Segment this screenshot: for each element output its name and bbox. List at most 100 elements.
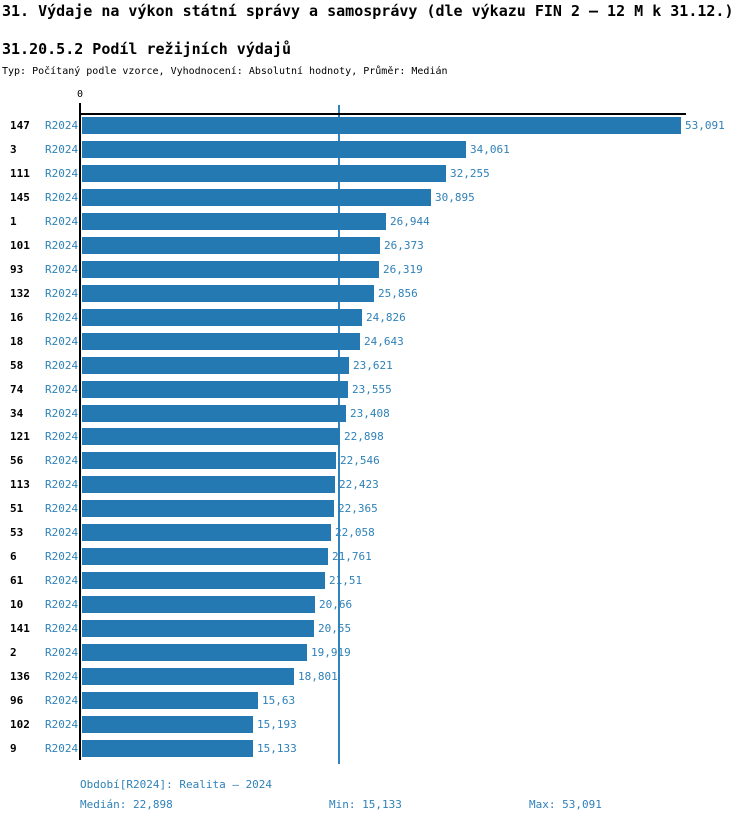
row-id-label: 18 [10, 335, 24, 348]
bar-row-58: 58 R2024 23,621 [0, 357, 750, 374]
bar-row-3: 3 R2024 34,061 [0, 141, 750, 158]
value-bar [82, 333, 360, 350]
value-bar [82, 381, 348, 398]
indicator-meta-line: Typ: Počítaný podle vzorce, Vyhodnocení:… [2, 66, 448, 77]
bar-row-132: 132 R2024 25,856 [0, 285, 750, 302]
row-period-label: R2024 [45, 383, 79, 396]
value-bar [82, 189, 431, 206]
row-id-label: 132 [10, 287, 30, 300]
row-period-label: R2024 [45, 359, 79, 372]
value-bar [82, 452, 336, 469]
bar-row-121: 121 R2024 22,898 [0, 428, 750, 445]
row-period-label: R2024 [45, 502, 79, 515]
row-id-label: 61 [10, 574, 24, 587]
row-period-label: R2024 [45, 407, 79, 420]
value-bar [82, 716, 253, 733]
row-id-label: 111 [10, 167, 30, 180]
y-axis-line [79, 103, 81, 760]
value-bar [82, 476, 335, 493]
bar-value-label: 15,193 [257, 718, 297, 731]
x-axis-zero-tick-label: 0 [76, 89, 84, 100]
row-id-label: 34 [10, 407, 24, 420]
bar-value-label: 53,091 [685, 119, 725, 132]
row-id-label: 10 [10, 598, 24, 611]
row-id-label: 16 [10, 311, 24, 324]
row-id-label: 93 [10, 263, 24, 276]
row-id-label: 56 [10, 454, 24, 467]
row-period-label: R2024 [45, 598, 79, 611]
row-id-label: 102 [10, 718, 30, 731]
bar-value-label: 22,365 [338, 502, 378, 515]
value-bar [82, 261, 379, 278]
bar-row-10: 10 R2024 20,66 [0, 596, 750, 613]
bar-row-61: 61 R2024 21,51 [0, 572, 750, 589]
row-period-label: R2024 [45, 526, 79, 539]
row-id-label: 1 [10, 215, 17, 228]
row-id-label: 74 [10, 383, 24, 396]
value-bar [82, 524, 331, 541]
bar-value-label: 21,761 [332, 550, 372, 563]
footer-median-label: Medián: 22,898 [80, 798, 173, 811]
bar-value-label: 22,546 [340, 454, 380, 467]
bar-value-label: 20,66 [319, 598, 353, 611]
row-id-label: 101 [10, 239, 30, 252]
bar-row-74: 74 R2024 23,555 [0, 381, 750, 398]
bar-value-label: 34,061 [470, 143, 510, 156]
row-period-label: R2024 [45, 311, 79, 324]
row-period-label: R2024 [45, 430, 79, 443]
row-period-label: R2024 [45, 718, 79, 731]
bar-row-18: 18 R2024 24,643 [0, 333, 750, 350]
bar-row-102: 102 R2024 15,193 [0, 716, 750, 733]
value-bar [82, 141, 466, 158]
value-bar [82, 237, 380, 254]
row-period-label: R2024 [45, 167, 79, 180]
bar-row-53: 53 R2024 22,058 [0, 524, 750, 541]
row-period-label: R2024 [45, 119, 79, 132]
row-id-label: 113 [10, 478, 30, 491]
value-bar [82, 309, 362, 326]
bar-value-label: 26,319 [383, 263, 423, 276]
row-period-label: R2024 [45, 742, 79, 755]
bar-value-label: 23,555 [352, 383, 392, 396]
row-id-label: 51 [10, 502, 24, 515]
row-period-label: R2024 [45, 335, 79, 348]
bar-row-147: 147 R2024 53,091 [0, 117, 750, 134]
bar-row-51: 51 R2024 22,365 [0, 500, 750, 517]
footer-min-label: Min: 15,133 [329, 798, 402, 811]
value-bar [82, 692, 258, 709]
value-bar [82, 285, 374, 302]
footer-max-label: Max: 53,091 [529, 798, 602, 811]
bar-row-113: 113 R2024 22,423 [0, 476, 750, 493]
row-id-label: 6 [10, 550, 17, 563]
section-title: 31.20.5.2 Podíl režijních výdajů [2, 40, 291, 58]
row-id-label: 136 [10, 670, 30, 683]
row-period-label: R2024 [45, 287, 79, 300]
bar-row-136: 136 R2024 18,801 [0, 668, 750, 685]
bar-row-101: 101 R2024 26,373 [0, 237, 750, 254]
row-id-label: 3 [10, 143, 17, 156]
bar-value-label: 24,826 [366, 311, 406, 324]
row-id-label: 53 [10, 526, 24, 539]
x-axis-line [79, 113, 686, 115]
bar-value-label: 21,51 [329, 574, 363, 587]
row-id-label: 96 [10, 694, 24, 707]
bar-value-label: 22,058 [335, 526, 375, 539]
value-bar [82, 428, 340, 445]
row-period-label: R2024 [45, 454, 79, 467]
bar-value-label: 24,643 [364, 335, 404, 348]
row-period-label: R2024 [45, 550, 79, 563]
bar-row-1: 1 R2024 26,944 [0, 213, 750, 230]
bar-value-label: 23,408 [350, 407, 390, 420]
value-bar [82, 620, 314, 637]
bar-row-9: 9 R2024 15,133 [0, 740, 750, 757]
bar-row-6: 6 R2024 21,761 [0, 548, 750, 565]
bar-value-label: 19,919 [311, 646, 351, 659]
value-bar [82, 500, 334, 517]
value-bar [82, 117, 681, 134]
row-period-label: R2024 [45, 215, 79, 228]
bar-value-label: 22,898 [344, 430, 384, 443]
row-id-label: 121 [10, 430, 30, 443]
bar-value-label: 15,63 [262, 694, 296, 707]
bar-value-label: 26,373 [384, 239, 424, 252]
